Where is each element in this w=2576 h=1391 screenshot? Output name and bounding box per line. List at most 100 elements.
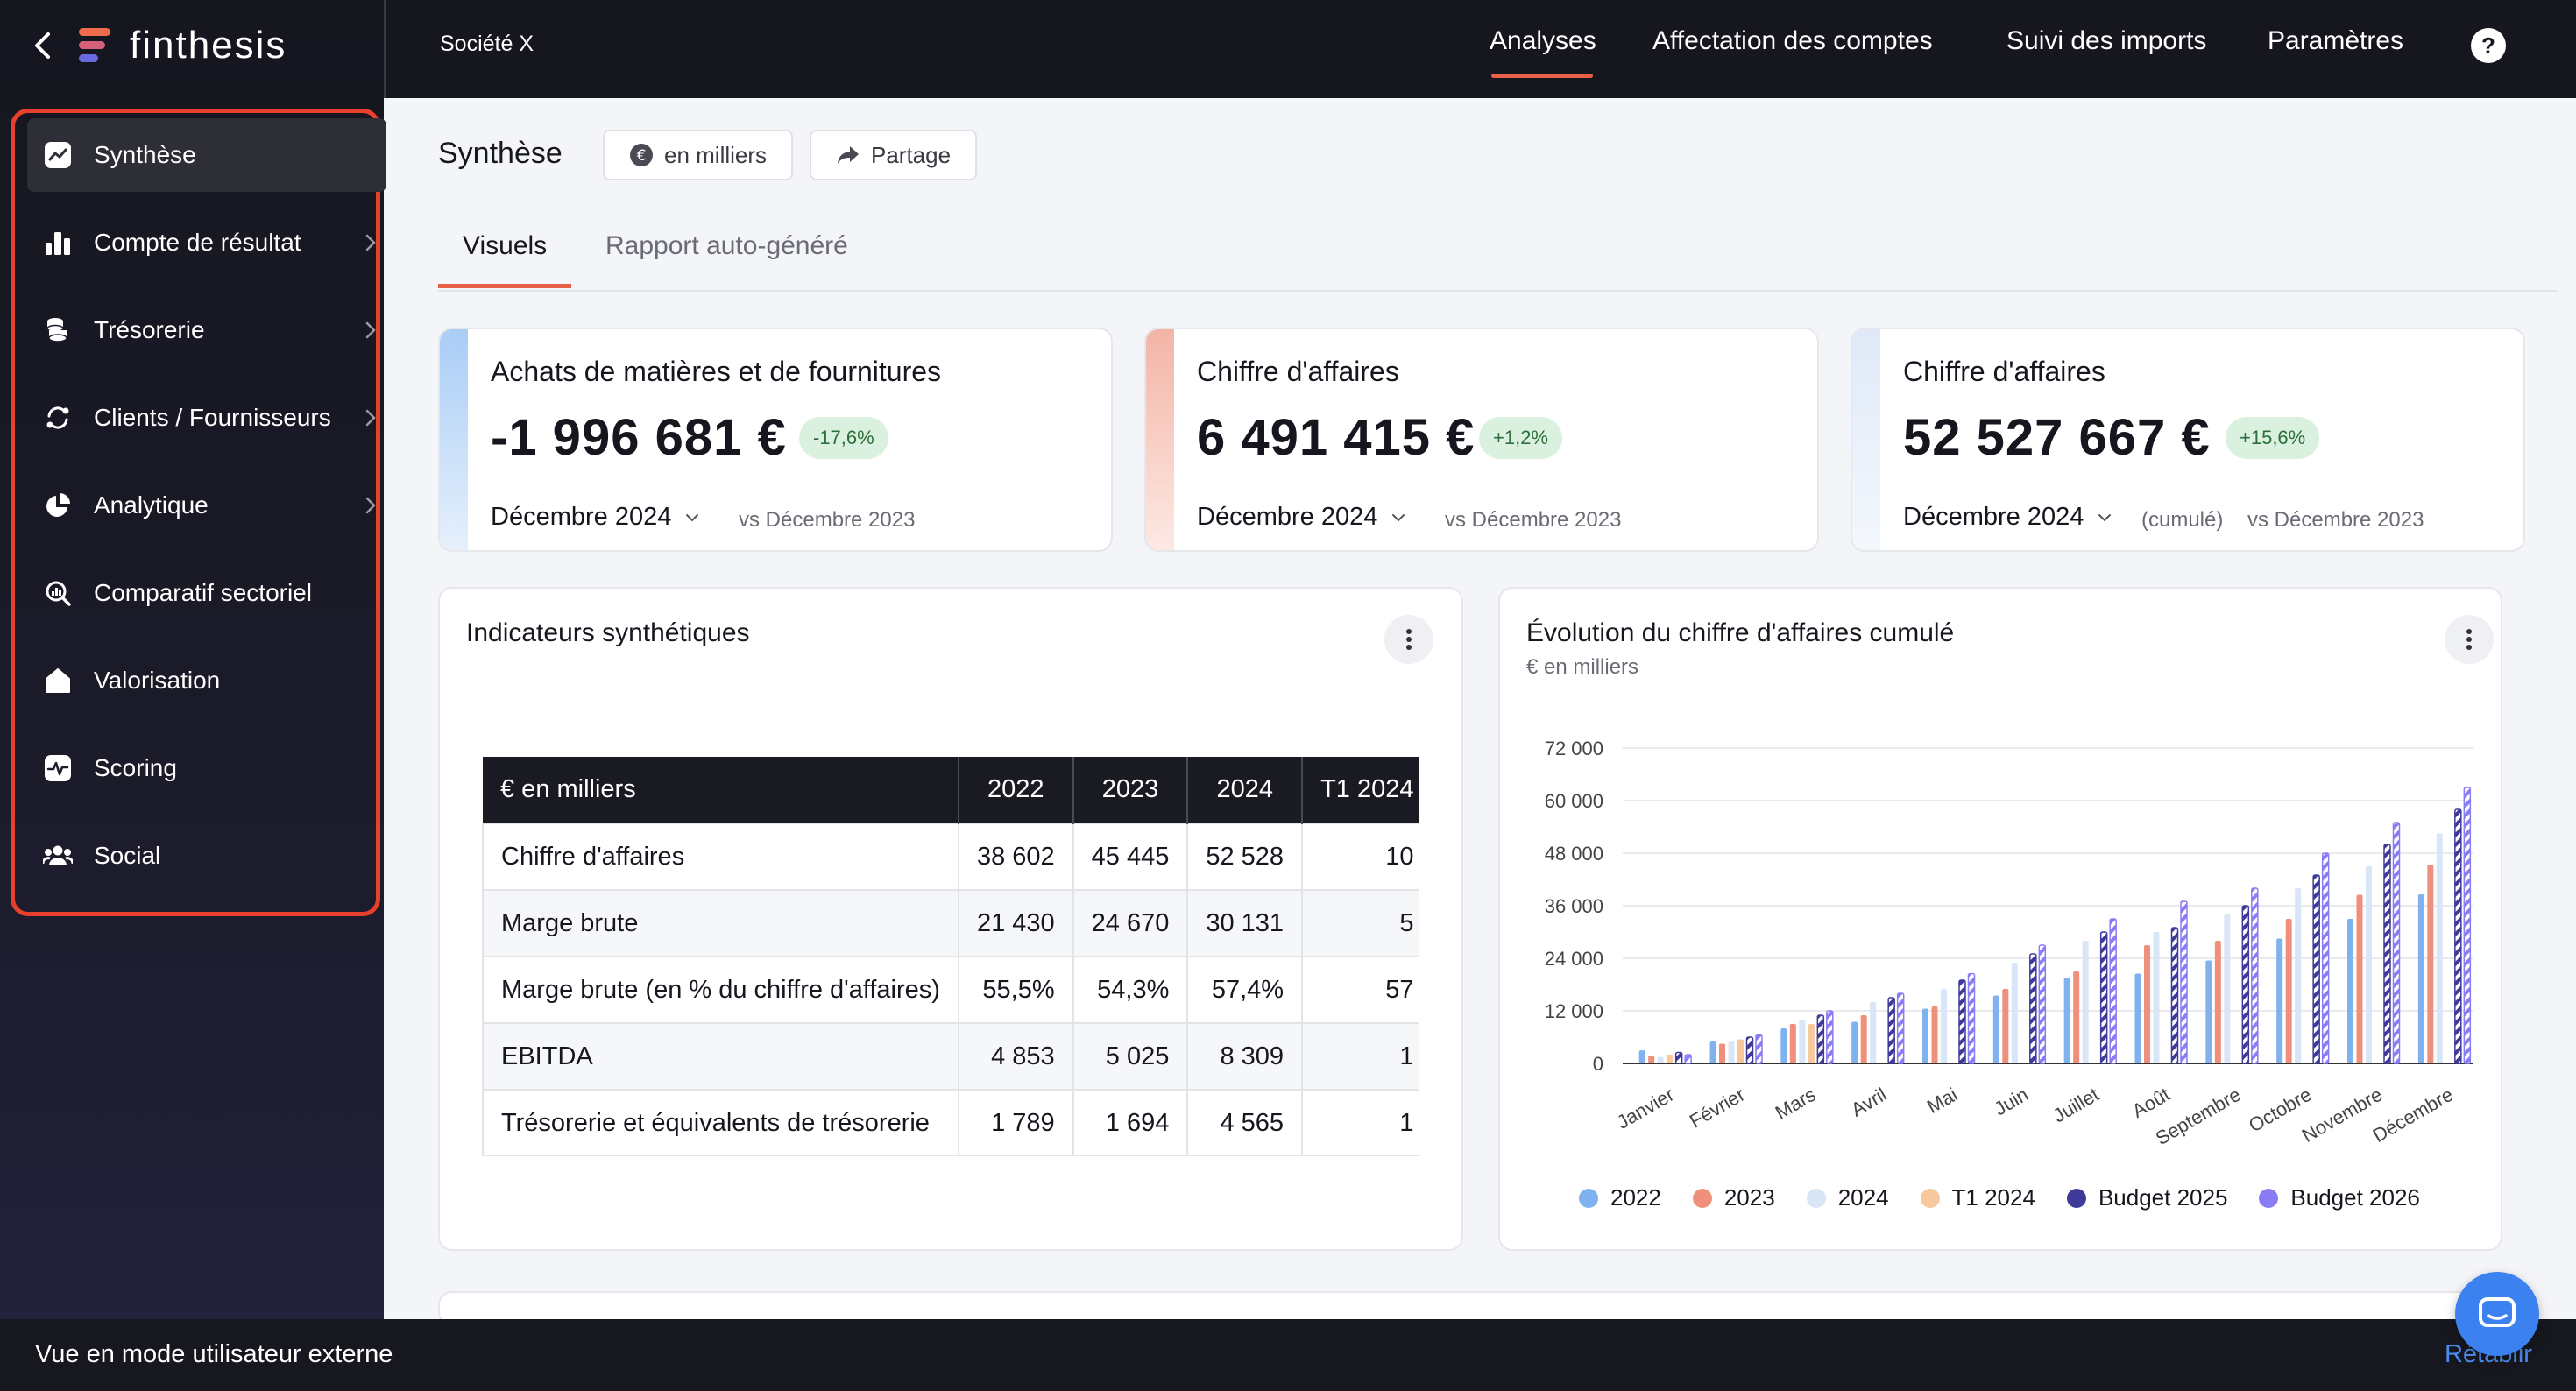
bar-2023	[1860, 1015, 1867, 1063]
chevron-right-icon	[365, 497, 376, 514]
sidebar-item-synthese[interactable]: Synthèse	[27, 118, 386, 192]
tab-rapport-auto-genere[interactable]: Rapport auto-généré	[605, 231, 848, 260]
kpi-variation-badge: -17,6%	[799, 417, 888, 459]
unit-toggle-button[interactable]: € en milliers	[603, 130, 794, 180]
period-dropdown[interactable]: Décembre 2024	[1197, 503, 1407, 532]
home-icon	[43, 666, 73, 696]
bar-2023	[2356, 894, 2363, 1063]
page-title: Synthèse	[438, 137, 563, 170]
chart-subtitle: € en milliers	[1526, 655, 1639, 679]
bar-t1-2024	[1737, 1039, 1744, 1063]
legend-label: 2022	[1610, 1184, 1661, 1211]
back-arrow-icon[interactable]	[26, 30, 58, 61]
bar-2022	[2347, 919, 2353, 1063]
topnav-suivi-des-imports[interactable]: Suivi des imports	[2006, 26, 2207, 55]
bar-2023	[2144, 945, 2150, 1063]
chevron-down-icon	[1392, 513, 1405, 521]
kpi-card-chiffre-affaires[interactable]: Chiffre d'affaires 6 491 415 € +1,2% Déc…	[1144, 328, 1819, 552]
x-tick-label: Mars	[1772, 1084, 1820, 1124]
x-tick-label: Juin	[1991, 1084, 2032, 1120]
legend-item[interactable]: Budget 2025	[2066, 1184, 2228, 1211]
y-tick-label: 12 000	[1545, 1000, 1603, 1022]
sidebar: finthesis Synthèse Compte de résultat Tr…	[0, 0, 386, 1319]
more-options-icon[interactable]	[1384, 615, 1433, 664]
bar-chart-icon	[43, 228, 73, 258]
table-cell: 1	[1301, 1089, 1419, 1156]
legend-item[interactable]: 2024	[1806, 1184, 1889, 1211]
bar-2024	[1799, 1020, 1806, 1063]
bar-2022	[2276, 938, 2283, 1063]
share-button[interactable]: Partage	[810, 130, 978, 180]
sidebar-item-clients-fournisseurs[interactable]: Clients / Fournisseurs	[27, 381, 386, 455]
bar-budget-2026	[1967, 972, 1976, 1064]
bar-budget-2025	[1958, 979, 1966, 1064]
bar-2024	[2295, 888, 2302, 1063]
sidebar-item-compte-de-resultat[interactable]: Compte de résultat	[27, 206, 386, 279]
tabs-divider	[438, 290, 2557, 292]
legend-label: Budget 2026	[2290, 1184, 2420, 1211]
topnav-parametres[interactable]: Paramètres	[2268, 26, 2404, 55]
topnav-affectation-des-comptes[interactable]: Affectation des comptes	[1652, 26, 1933, 55]
sidebar-item-scoring[interactable]: Scoring	[27, 731, 386, 805]
x-tick-label: Mai	[1923, 1084, 1961, 1118]
table-cell: 52 528	[1186, 823, 1304, 891]
tab-visuels[interactable]: Visuels	[463, 231, 548, 260]
sidebar-item-label: Compte de résultat	[94, 229, 301, 256]
kpi-title: Chiffre d'affaires	[1197, 356, 1399, 387]
topnav-analyses[interactable]: Analyses	[1490, 26, 1596, 55]
kpi-cumul-label: (cumulé)	[2141, 508, 2224, 532]
kpi-value: 52 527 667 €	[1903, 409, 2211, 466]
table-cell: 55,5%	[957, 956, 1074, 1024]
bar-budget-2025	[2241, 905, 2250, 1064]
external-user-banner: Vue en mode utilisateur externe Rétablir	[0, 1319, 2576, 1391]
legend-item[interactable]: 2023	[1692, 1184, 1775, 1211]
chat-support-button[interactable]	[2455, 1272, 2539, 1356]
bar-budget-2025	[2029, 953, 2037, 1064]
kpi-card-chiffre-affaires-cumule[interactable]: Chiffre d'affaires 52 527 667 € +15,6% D…	[1851, 328, 2525, 552]
bar-2024	[1728, 1041, 1735, 1063]
bar-2022	[1780, 1028, 1787, 1063]
bar-2023	[1648, 1056, 1655, 1063]
more-options-icon[interactable]	[2445, 615, 2494, 664]
sidebar-item-analytique[interactable]: Analytique	[27, 469, 386, 542]
brand-name[interactable]: finthesis	[130, 24, 287, 67]
kpi-accent-bar	[440, 329, 468, 550]
kpi-card-achats[interactable]: Achats de matières et de fournitures -1 …	[438, 328, 1113, 552]
kpi-comparison: vs Décembre 2023	[2247, 508, 2424, 532]
bar-t1-2024	[1667, 1055, 1674, 1063]
period-dropdown[interactable]: Décembre 2024	[491, 503, 701, 532]
bar-budget-2026	[2038, 944, 2047, 1064]
bar-2024	[2082, 941, 2089, 1063]
users-icon	[43, 841, 73, 871]
bar-budget-2025	[1887, 997, 1895, 1064]
sidebar-item-tresorerie[interactable]: Trésorerie	[27, 293, 386, 367]
bar-2023	[2002, 989, 2009, 1063]
y-tick-label: 48 000	[1545, 843, 1603, 865]
table-row: Chiffre d'affaires 38 602 45 445 52 528 …	[482, 823, 1419, 891]
company-name[interactable]: Société X	[440, 32, 534, 56]
revenue-bar-chart[interactable]: 0 12 000 24 000 36 000 48 000 60 000 72 000 Jan…	[1500, 589, 2502, 1176]
main-content: Synthèse € en milliers Partage Visuels R…	[386, 98, 2576, 1326]
legend-item[interactable]: Budget 2026	[2259, 1184, 2420, 1211]
sidebar-item-label: Social	[94, 842, 161, 869]
sidebar-item-valorisation[interactable]: Valorisation	[27, 644, 386, 717]
sidebar-item-comparatif-sectoriel[interactable]: Comparatif sectoriel	[27, 556, 386, 630]
bar-budget-2025	[2454, 808, 2462, 1064]
sidebar-item-social[interactable]: Social	[27, 819, 386, 893]
table-header: € en milliers	[483, 757, 959, 823]
legend-dot	[1579, 1188, 1598, 1208]
x-tick-label: Avril	[1847, 1084, 1890, 1121]
help-icon[interactable]: ?	[2471, 28, 2506, 63]
legend-label: Budget 2025	[2098, 1184, 2228, 1211]
table-cell: 1	[1301, 1022, 1419, 1091]
bar-2022	[2417, 894, 2424, 1063]
bar-budget-2026	[2180, 900, 2188, 1064]
legend-item[interactable]: 2022	[1579, 1184, 1661, 1211]
period-dropdown[interactable]: Décembre 2024	[1903, 503, 2113, 532]
legend-dot	[2066, 1188, 2086, 1208]
coins-icon	[43, 315, 73, 345]
indicators-table-scroll[interactable]: € en milliers 2022 2023 2024 T1 2024 Chi…	[482, 757, 1419, 1156]
kpi-value: 6 491 415 €	[1197, 409, 1476, 466]
legend-label: 2024	[1837, 1184, 1889, 1211]
legend-item[interactable]: T1 2024	[1920, 1184, 2035, 1211]
